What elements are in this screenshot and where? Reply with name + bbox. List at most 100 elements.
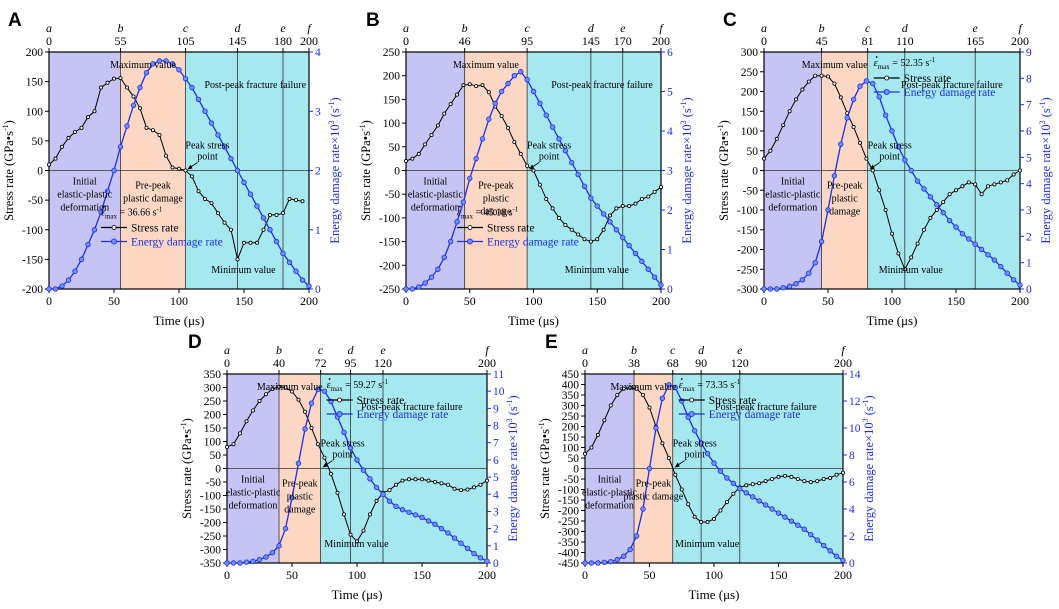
annotation-post-peak: Post-peak fracture failure xyxy=(204,80,306,91)
panel-letter: C xyxy=(723,10,737,31)
peak-arrowhead xyxy=(529,164,535,170)
energy-damage-rate-point xyxy=(234,167,241,174)
stress-rate-point xyxy=(634,386,639,391)
y2-axis-label: Energy damage rate×103 (s-1) xyxy=(505,395,520,541)
y-axis-label: Stress rate (GPa•s-1) xyxy=(716,120,731,221)
stress-rate-point xyxy=(454,92,459,97)
y-tick-label: -200 xyxy=(22,284,43,296)
y-tick-label: 150 xyxy=(204,423,222,435)
stress-rate-point xyxy=(150,128,155,133)
strain-rate-dot xyxy=(103,205,105,208)
energy-damage-rate-point xyxy=(793,281,799,287)
stress-rate-point xyxy=(537,182,542,187)
stress-rate-point xyxy=(770,476,775,481)
energy-damage-rate-point xyxy=(870,80,876,87)
stress-rate-point xyxy=(763,479,768,484)
energy-damage-rate-point xyxy=(52,286,59,292)
annotation-post-peak: Post-peak fracture failure xyxy=(551,80,653,91)
annotation-peak-stress: Peak stress xyxy=(185,141,229,152)
stage-letter: a xyxy=(224,343,230,357)
stage-letter: f xyxy=(841,343,846,357)
stress-rate-point xyxy=(787,109,792,114)
stress-rate-point xyxy=(176,166,181,171)
energy-damage-rate-point xyxy=(608,558,614,565)
y-tick-label: -50 xyxy=(743,185,759,197)
energy-damage-rate-point xyxy=(416,284,422,290)
stage-letter: f xyxy=(485,343,490,357)
stress-rate-point xyxy=(576,232,581,237)
stress-rate-point xyxy=(461,83,466,88)
y2-tick-label: 4 xyxy=(315,47,321,59)
y-tick-label: -250 xyxy=(200,531,221,543)
legend-marker xyxy=(688,410,695,417)
energy-damage-rate-point xyxy=(588,195,594,201)
energy-damage-rate-point xyxy=(569,159,575,166)
energy-damage-rate-point xyxy=(511,72,518,79)
stress-rate-point xyxy=(815,479,820,484)
annotation-initial-stage: Initial xyxy=(598,475,622,486)
legend-stress-rate: Stress rate xyxy=(131,223,179,235)
energy-damage-rate-point xyxy=(639,258,645,265)
stress-rate-point xyxy=(244,419,249,424)
annotation-minimum-value: Minimum value xyxy=(565,265,630,276)
stress-rate-point xyxy=(692,514,697,519)
stress-rate-point xyxy=(776,474,781,479)
energy-damage-rate-point xyxy=(895,144,902,150)
y-tick-label: 100 xyxy=(741,126,759,138)
y-tick-label: -300 xyxy=(200,545,221,557)
stress-rate-point xyxy=(335,490,340,495)
energy-damage-rate-point xyxy=(685,414,691,420)
y2-axis-label: Energy damage rate×103 (s-1) xyxy=(679,97,694,243)
energy-damage-rate-point xyxy=(679,398,685,404)
stress-rate-point xyxy=(60,144,65,149)
stress-rate-point xyxy=(808,480,813,485)
legend-marker xyxy=(883,89,890,96)
y-tick-label: 100 xyxy=(204,437,222,449)
stress-rate-point xyxy=(393,482,398,487)
stage-letter: a xyxy=(403,21,409,35)
y-tick-label: -200 xyxy=(200,518,221,530)
energy-damage-rate-point xyxy=(840,557,846,563)
stress-rate-point xyxy=(505,125,510,130)
y2-tick-label: 8 xyxy=(493,421,499,433)
energy-damage-rate-point xyxy=(124,123,130,129)
top-tick-label: 46 xyxy=(459,34,471,48)
legend-marker xyxy=(689,397,695,403)
annotation-prepeak-stage: damage xyxy=(829,207,861,218)
stress-rate-point xyxy=(789,474,794,479)
stress-rate-point xyxy=(627,204,632,209)
stress-rate-point xyxy=(406,477,411,482)
y-tick-label: -250 xyxy=(379,284,400,296)
energy-damage-rate-point xyxy=(176,67,182,73)
stress-rate-point xyxy=(228,227,233,232)
legend-energy-damage-rate: Energy damage rate xyxy=(709,409,801,421)
stress-rate-point xyxy=(774,136,779,141)
y-tick-label: -250 xyxy=(737,264,758,276)
stress-rate-point xyxy=(374,498,379,503)
strain-rate-label: εmax = 59.27 s-1 xyxy=(327,378,389,393)
stress-rate-point xyxy=(413,477,418,482)
energy-damage-rate-point xyxy=(1004,270,1010,276)
top-tick-label: 170 xyxy=(614,34,632,48)
annotation-prepeak-stage: plastic damage xyxy=(624,492,684,503)
x-tick-label: 0 xyxy=(46,294,52,308)
energy-damage-rate-point xyxy=(614,556,620,563)
stage-letter: c xyxy=(865,21,871,35)
y-tick-label: 50 xyxy=(210,450,222,462)
stress-rate-point xyxy=(458,488,463,493)
energy-damage-rate-point xyxy=(143,70,150,76)
top-tick-label: 0 xyxy=(761,34,767,48)
y-tick-label: 250 xyxy=(741,67,759,79)
annotation-post-peak: Post-peak fracture failure xyxy=(361,402,463,413)
stress-rate-point xyxy=(806,79,811,84)
stress-rate-point xyxy=(602,418,607,423)
y-tick-label: 150 xyxy=(741,106,759,118)
stress-rate-point xyxy=(595,432,600,437)
y-tick-label: 0 xyxy=(573,464,579,476)
y2-tick-label: 2 xyxy=(1026,231,1032,243)
stress-rate-point xyxy=(588,239,593,244)
y-tick-label: -50 xyxy=(206,477,222,489)
x-tick-label: 200 xyxy=(834,568,852,582)
x-tick-label: 150 xyxy=(413,568,431,582)
